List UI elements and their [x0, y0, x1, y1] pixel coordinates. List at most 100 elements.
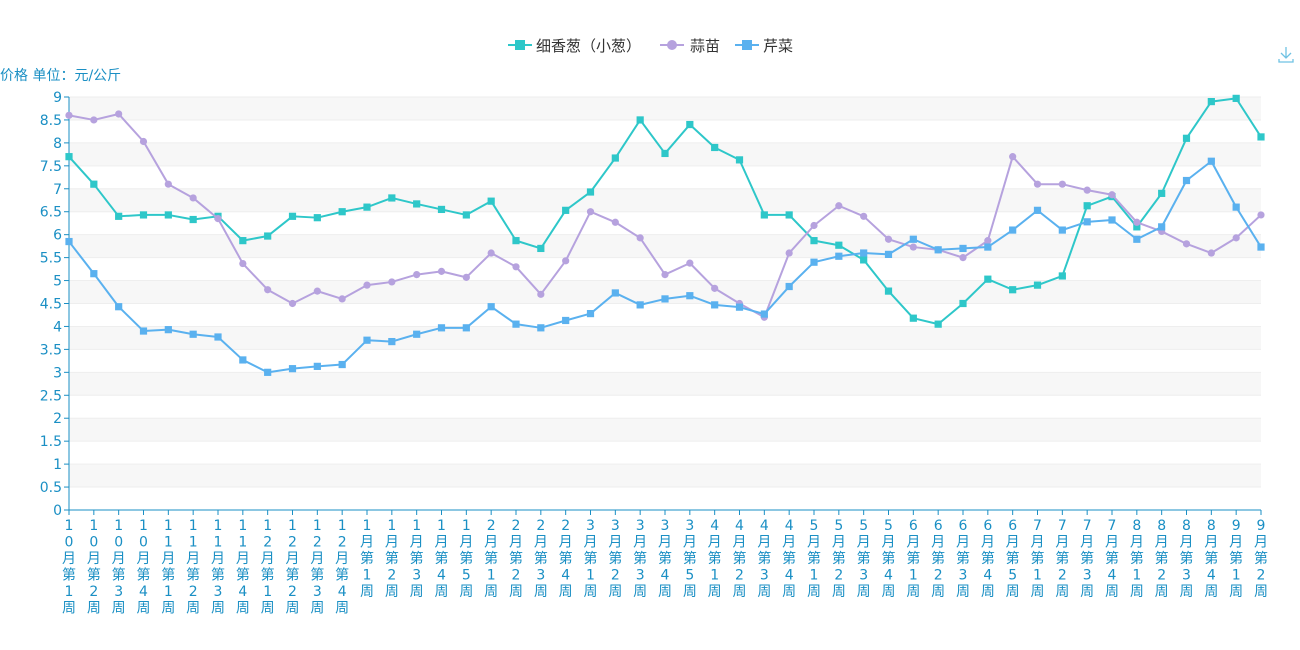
data-point[interactable]: [661, 149, 669, 158]
data-point[interactable]: [1257, 133, 1265, 141]
data-point[interactable]: [462, 324, 470, 332]
data-point[interactable]: [562, 316, 570, 325]
data-point[interactable]: [338, 360, 346, 369]
legend-item[interactable]: 细香葱（小葱）: [508, 37, 641, 55]
data-point[interactable]: [313, 287, 321, 295]
data-point[interactable]: [810, 258, 818, 266]
data-point[interactable]: [1083, 218, 1091, 226]
data-point[interactable]: [1158, 189, 1166, 197]
data-point[interactable]: [288, 299, 297, 308]
legend[interactable]: 细香葱（小葱） 蒜苗 芹菜: [508, 37, 793, 55]
data-point[interactable]: [115, 212, 123, 220]
data-point[interactable]: [909, 243, 917, 251]
data-point[interactable]: [90, 270, 98, 278]
data-point[interactable]: [1232, 94, 1240, 102]
data-point[interactable]: [338, 295, 346, 303]
data-point[interactable]: [189, 215, 197, 224]
data-point[interactable]: [437, 267, 446, 275]
data-point[interactable]: [909, 235, 917, 243]
data-point[interactable]: [363, 203, 371, 211]
data-point[interactable]: [487, 303, 495, 311]
data-point[interactable]: [686, 120, 694, 129]
data-point[interactable]: [586, 208, 595, 216]
data-point[interactable]: [760, 310, 768, 318]
data-point[interactable]: [934, 246, 942, 254]
data-point[interactable]: [413, 270, 421, 279]
data-point[interactable]: [1158, 223, 1166, 231]
legend-item[interactable]: 芹菜: [735, 37, 793, 55]
data-point[interactable]: [388, 278, 396, 286]
data-point[interactable]: [884, 250, 893, 258]
data-point[interactable]: [288, 212, 297, 220]
data-point[interactable]: [164, 326, 172, 334]
data-point[interactable]: [139, 137, 148, 146]
data-point[interactable]: [785, 282, 793, 291]
data-point[interactable]: [1182, 176, 1191, 185]
data-point[interactable]: [1058, 272, 1066, 280]
data-point[interactable]: [115, 303, 123, 311]
data-point[interactable]: [1009, 153, 1017, 161]
data-point[interactable]: [711, 284, 719, 292]
data-point[interactable]: [934, 320, 942, 328]
download-icon[interactable]: [1278, 47, 1294, 63]
data-point[interactable]: [1083, 202, 1091, 210]
data-point[interactable]: [1232, 203, 1240, 211]
data-point[interactable]: [760, 211, 768, 219]
data-point[interactable]: [835, 202, 843, 210]
data-point[interactable]: [1257, 243, 1265, 251]
data-point[interactable]: [338, 208, 346, 216]
data-point[interactable]: [537, 290, 545, 298]
data-point[interactable]: [661, 295, 669, 303]
data-point[interactable]: [189, 194, 197, 202]
data-point[interactable]: [65, 153, 73, 161]
data-point[interactable]: [636, 301, 644, 309]
data-point[interactable]: [909, 314, 917, 322]
data-point[interactable]: [189, 330, 197, 338]
data-point[interactable]: [1257, 211, 1265, 219]
data-point[interactable]: [711, 301, 719, 309]
data-point[interactable]: [860, 249, 868, 257]
data-point[interactable]: [636, 116, 644, 124]
data-point[interactable]: [835, 252, 843, 260]
data-point[interactable]: [1207, 249, 1215, 257]
legend-item[interactable]: 蒜苗: [660, 37, 720, 55]
data-point[interactable]: [1108, 216, 1116, 224]
data-point[interactable]: [512, 263, 520, 271]
data-point[interactable]: [487, 249, 495, 257]
data-point[interactable]: [288, 365, 297, 373]
data-point[interactable]: [562, 257, 570, 265]
data-point[interactable]: [586, 188, 595, 196]
data-point[interactable]: [115, 110, 123, 118]
data-point[interactable]: [1009, 286, 1017, 294]
data-point[interactable]: [264, 286, 272, 294]
data-point[interactable]: [239, 237, 247, 245]
data-point[interactable]: [611, 289, 619, 297]
data-point[interactable]: [462, 273, 470, 281]
data-point[interactable]: [1182, 134, 1191, 142]
data-point[interactable]: [611, 218, 619, 226]
data-point[interactable]: [214, 215, 222, 223]
data-point[interactable]: [1232, 234, 1240, 242]
data-point[interactable]: [487, 197, 495, 205]
data-point[interactable]: [388, 337, 396, 346]
data-point[interactable]: [437, 324, 446, 332]
data-point[interactable]: [661, 270, 669, 279]
data-point[interactable]: [164, 180, 172, 188]
data-point[interactable]: [239, 259, 247, 268]
data-point[interactable]: [239, 356, 247, 364]
data-point[interactable]: [512, 320, 520, 328]
data-point[interactable]: [363, 281, 371, 289]
data-point[interactable]: [835, 241, 843, 249]
data-point[interactable]: [462, 211, 470, 219]
data-point[interactable]: [785, 211, 793, 219]
data-point[interactable]: [959, 254, 967, 262]
data-point[interactable]: [611, 154, 619, 162]
data-point[interactable]: [139, 211, 148, 219]
data-point[interactable]: [1083, 186, 1091, 194]
data-point[interactable]: [1133, 223, 1141, 231]
data-point[interactable]: [1207, 97, 1215, 106]
data-point[interactable]: [959, 244, 967, 253]
data-point[interactable]: [711, 143, 719, 152]
data-point[interactable]: [1133, 218, 1141, 226]
data-point[interactable]: [437, 205, 446, 214]
